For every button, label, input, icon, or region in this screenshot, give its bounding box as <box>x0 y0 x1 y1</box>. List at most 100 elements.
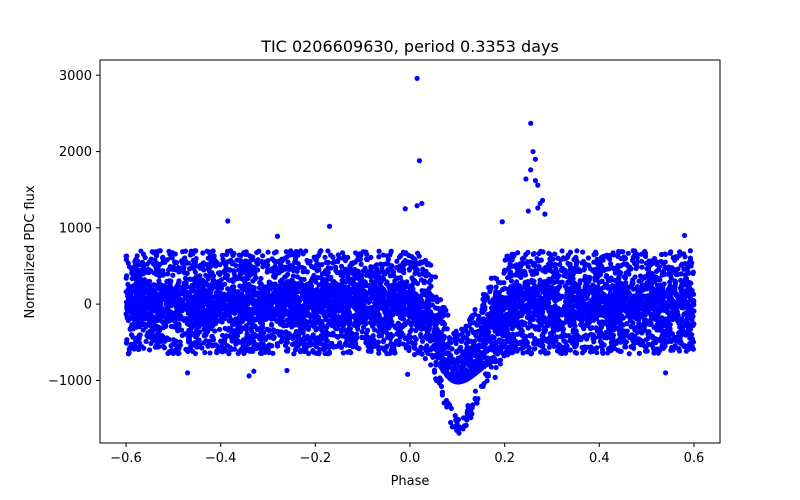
data-point <box>181 317 187 324</box>
data-point <box>157 281 163 287</box>
data-point <box>600 284 607 291</box>
data-point <box>196 285 203 291</box>
data-point <box>429 312 435 318</box>
data-point <box>501 295 507 301</box>
data-point <box>300 320 306 326</box>
data-point <box>625 286 631 292</box>
data-point <box>489 324 496 330</box>
data-point <box>531 309 537 315</box>
data-point <box>275 291 281 297</box>
data-point <box>205 282 211 288</box>
data-point <box>616 292 622 299</box>
data-point <box>689 317 695 323</box>
data-point <box>616 320 623 326</box>
data-point <box>625 304 631 311</box>
data-point <box>554 278 560 284</box>
data-point <box>150 320 157 327</box>
data-point <box>582 273 588 279</box>
data-point <box>163 299 170 305</box>
data-point <box>390 312 396 318</box>
data-point <box>198 277 204 283</box>
data-point <box>615 279 621 285</box>
data-point <box>139 305 146 311</box>
data-point <box>262 295 268 302</box>
data-point <box>168 315 174 321</box>
data-point <box>170 272 176 278</box>
data-point <box>406 302 412 308</box>
data-point <box>199 321 205 327</box>
data-point <box>442 350 448 356</box>
data-point <box>203 325 210 331</box>
data-point <box>206 303 213 310</box>
data-point <box>216 326 223 333</box>
data-point <box>658 287 664 293</box>
data-point <box>140 321 146 327</box>
data-point <box>675 300 681 306</box>
data-point <box>226 318 232 324</box>
data-point <box>507 320 514 326</box>
data-point <box>272 273 278 279</box>
data-point <box>672 278 679 285</box>
data-point <box>607 296 613 302</box>
data-point <box>654 324 661 330</box>
data-point <box>582 277 588 284</box>
data-point <box>278 285 285 292</box>
data-point <box>607 291 613 297</box>
data-point <box>618 301 624 307</box>
data-point <box>285 271 291 277</box>
data-point <box>203 272 209 278</box>
data-point <box>298 276 304 282</box>
data-point <box>507 314 513 320</box>
data-point <box>562 312 568 318</box>
data-point <box>319 276 325 282</box>
data-point <box>218 285 225 291</box>
data-point <box>597 296 603 302</box>
data-point <box>266 301 272 307</box>
data-point <box>331 294 338 300</box>
data-point <box>688 280 694 286</box>
data-point <box>437 345 443 352</box>
data-point <box>377 326 383 332</box>
data-point <box>361 303 367 309</box>
data-points <box>123 75 697 436</box>
data-point <box>226 313 233 319</box>
data-point <box>519 311 525 318</box>
data-point <box>408 282 414 289</box>
data-point <box>504 323 510 329</box>
data-point <box>536 304 542 310</box>
data-point <box>165 271 171 277</box>
data-point <box>286 320 293 326</box>
data-point <box>512 282 518 288</box>
data-point <box>317 308 323 314</box>
data-point <box>439 357 445 363</box>
data-point <box>284 310 290 316</box>
data-point <box>366 299 372 306</box>
data-point <box>639 264 645 270</box>
data-point <box>164 309 170 315</box>
data-point <box>431 342 437 348</box>
data-point <box>475 368 481 374</box>
data-point <box>679 298 686 305</box>
data-point <box>201 295 207 301</box>
data-point <box>616 274 622 280</box>
data-point <box>387 284 393 290</box>
data-point <box>666 289 673 295</box>
data-point <box>608 275 614 281</box>
data-point <box>198 313 204 319</box>
data-point <box>262 310 268 316</box>
data-point <box>537 313 543 320</box>
data-point <box>656 276 662 282</box>
data-point <box>144 313 150 319</box>
data-point <box>417 303 423 309</box>
data-point <box>679 304 685 311</box>
data-point <box>421 278 428 284</box>
data-point <box>215 291 221 297</box>
data-point <box>622 275 628 281</box>
data-point <box>584 313 591 319</box>
data-point <box>392 278 398 284</box>
data-point <box>463 372 469 378</box>
data-point <box>426 302 432 308</box>
data-point <box>685 305 691 311</box>
data-point <box>359 312 365 319</box>
data-point <box>570 276 576 282</box>
